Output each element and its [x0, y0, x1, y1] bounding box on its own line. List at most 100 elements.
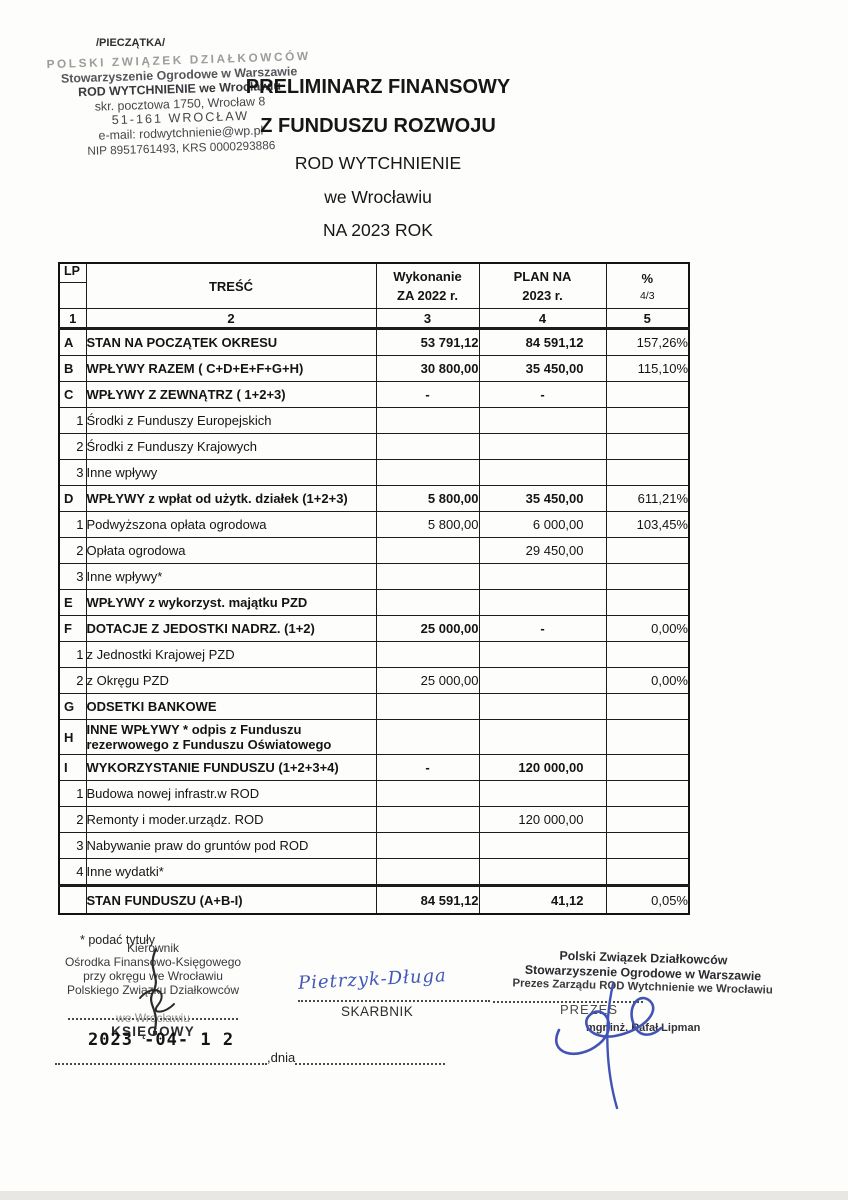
- cell-wykonanie-2022: 5 800,00: [375, 511, 480, 538]
- date-stamp: 2023 -04- 1 2: [88, 1030, 235, 1050]
- cell-lp: H: [58, 719, 87, 755]
- cell-lp: C: [58, 381, 87, 408]
- cell-percent: 0,05%: [605, 884, 690, 915]
- column-number: 3: [375, 308, 480, 330]
- header-tresc: TREŚĆ: [85, 262, 377, 309]
- column-number-row: 1 2 3 4 5: [58, 308, 690, 330]
- cell-tresc: Środki z Funduszy Krajowych: [85, 433, 377, 460]
- table-footnote: * podać tytuły: [80, 933, 156, 947]
- table-row: 3 Nabywanie praw do gruntów pod ROD: [58, 832, 690, 859]
- cell-tresc: z Jednostki Krajowej PZD: [85, 641, 377, 668]
- cell-plan-2023: 35 450,00: [478, 485, 607, 512]
- cell-wykonanie-2022: [375, 563, 480, 590]
- signature-block-ksiegowy: Kierownik Ośrodka Finansowo-Księgowego p…: [45, 941, 261, 1039]
- cell-percent: [605, 433, 690, 460]
- cell-tresc: Nabywanie praw do gruntów pod ROD: [85, 832, 377, 859]
- header-lp: LP: [58, 262, 87, 309]
- cell-lp: E: [58, 589, 87, 616]
- left-stamp-line: przy okręgu we Wrocławiu: [83, 969, 223, 983]
- cell-tresc: WPŁYWY z wykorzyst. majątku PZD: [85, 589, 377, 616]
- cell-plan-2023: 120 000,00: [478, 754, 607, 781]
- cell-percent: [605, 407, 690, 434]
- cell-plan-2023: [478, 858, 607, 886]
- cell-wykonanie-2022: -: [375, 754, 480, 781]
- signature-dotted-line: [298, 988, 490, 1002]
- cell-lp: G: [58, 693, 87, 720]
- cell-wykonanie-2022: [375, 832, 480, 859]
- cell-wykonanie-2022: [375, 407, 480, 434]
- table-row: H INNE WPŁYWY * odpis z Funduszu rezerwow…: [58, 719, 690, 755]
- table-row: 2 Remonty i moder.urządz. ROD 120 000,00: [58, 806, 690, 833]
- table-row: 3 Inne wpływy: [58, 459, 690, 486]
- cell-plan-2023: [478, 832, 607, 859]
- signature-dotted-line: [68, 1006, 238, 1020]
- cell-tresc: ODSETKI BANKOWE: [85, 693, 377, 720]
- table-row: 1 Budowa nowej infrastr.w ROD: [58, 780, 690, 807]
- table-row: STAN FUNDUSZU (A+B-I) 84 591,12 41,12 0,05%: [58, 884, 690, 915]
- role-label-ksiegowy: KSIĘGOWY: [111, 1024, 195, 1039]
- cell-wykonanie-2022: 5 800,00: [375, 485, 480, 512]
- left-stamp-line: we Wrocławiu: [116, 1011, 190, 1025]
- table-row: 3 Inne wpływy*: [58, 563, 690, 590]
- cell-plan-2023: [478, 641, 607, 668]
- table-row: C WPŁYWY Z ZEWNĄTRZ ( 1+2+3) - -: [58, 381, 690, 408]
- cell-plan-2023: 84 591,12: [478, 328, 607, 356]
- cell-plan-2023: [478, 563, 607, 590]
- table-header-row: LP TREŚĆ Wykonanie ZA 2022 r. PLAN NA 20…: [58, 262, 690, 309]
- column-number: 1: [58, 308, 87, 330]
- cell-wykonanie-2022: [375, 780, 480, 807]
- cell-wykonanie-2022: [375, 719, 480, 755]
- place-and-date-line: ,dnia: [55, 1050, 446, 1065]
- cell-plan-2023: 6 000,00: [478, 511, 607, 538]
- cell-percent: 157,26%: [605, 328, 690, 356]
- cell-plan-2023: 41,12: [478, 884, 607, 915]
- title-line: Z FUNDUSZU ROZWOJU: [260, 115, 496, 137]
- dotted-line: [295, 1051, 446, 1065]
- cell-tresc: Inne wydatki*: [85, 858, 377, 886]
- cell-plan-2023: [478, 407, 607, 434]
- cell-tresc: Środki z Funduszy Europejskich: [85, 407, 377, 434]
- cell-plan-2023: 35 450,00: [478, 355, 607, 382]
- cell-lp: 1: [58, 780, 87, 807]
- cell-percent: [605, 589, 690, 616]
- handwritten-signature-prezes: [555, 982, 663, 1110]
- document-title: PRELIMINARZ FINANSOWY Z FUNDUSZU ROZWOJU…: [178, 76, 578, 241]
- cell-lp: 2: [58, 537, 87, 564]
- cell-plan-2023: [478, 459, 607, 486]
- cell-wykonanie-2022: [375, 858, 480, 886]
- cell-wykonanie-2022: [375, 806, 480, 833]
- cell-lp: 1: [58, 511, 87, 538]
- cell-lp: 4: [58, 858, 87, 886]
- table-row: 2 Opłata ogrodowa 29 450,00: [58, 537, 690, 564]
- cell-lp: D: [58, 485, 87, 512]
- table-row: 1 Podwyższona opłata ogrodowa 5 800,00 6 00…: [58, 511, 690, 538]
- cell-lp: [58, 884, 87, 915]
- cell-lp: 1: [58, 641, 87, 668]
- cell-percent: [605, 537, 690, 564]
- role-label-skarbnik: SKARBNIK: [341, 1004, 414, 1019]
- cell-plan-2023: [478, 780, 607, 807]
- left-stamp-line: Kierownik: [126, 941, 180, 955]
- cell-percent: [605, 719, 690, 755]
- cell-wykonanie-2022: [375, 641, 480, 668]
- signature-dotted-line: [493, 989, 643, 1003]
- cell-tresc: STAN NA POCZĄTEK OKRESU: [85, 328, 377, 356]
- cell-wykonanie-2022: [375, 537, 480, 564]
- table-row: 4 Inne wydatki*: [58, 858, 690, 886]
- column-number: 2: [85, 308, 377, 330]
- cell-plan-2023: [478, 589, 607, 616]
- cell-percent: 103,45%: [605, 511, 690, 538]
- cell-wykonanie-2022: [375, 433, 480, 460]
- cell-percent: 0,00%: [605, 667, 690, 694]
- cell-percent: 0,00%: [605, 615, 690, 642]
- cell-wykonanie-2022: 25 000,00: [375, 667, 480, 694]
- cell-percent: [605, 780, 690, 807]
- cell-plan-2023: [478, 667, 607, 694]
- cell-lp: 2: [58, 667, 87, 694]
- stamp-placeholder-label: /PIECZĄTKA/: [96, 37, 166, 49]
- cell-lp: A: [58, 328, 87, 356]
- cell-plan-2023: 29 450,00: [478, 537, 607, 564]
- header-wykonanie: Wykonanie ZA 2022 r.: [375, 262, 480, 309]
- cell-wykonanie-2022: [375, 589, 480, 616]
- cell-tresc: Inne wpływy: [85, 459, 377, 486]
